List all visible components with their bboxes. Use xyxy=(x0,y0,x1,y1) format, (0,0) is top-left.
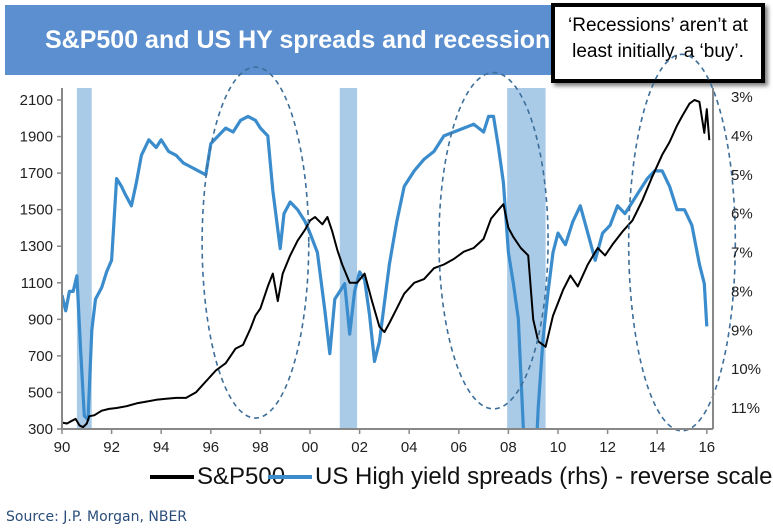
y-right-tick-label: 10% xyxy=(731,361,761,378)
y-right-tick-label: 7% xyxy=(731,245,753,262)
y-left-tick-label: 2100 xyxy=(20,92,53,109)
callout-line-2: least initially, a ‘buy’. xyxy=(572,41,744,62)
source-note: Source: J.P. Morgan, NBER xyxy=(6,509,188,525)
y-left-tick-label: 700 xyxy=(28,348,53,365)
x-tick-label: 12 xyxy=(599,439,616,456)
x-tick-label: 92 xyxy=(103,439,120,456)
y-left-tick-label: 1500 xyxy=(20,202,53,219)
highlight-ellipse-2 xyxy=(438,71,549,410)
y-left-tick-label: 500 xyxy=(28,384,53,401)
y-left-tick-label: 900 xyxy=(28,311,53,328)
x-tick-label: 02 xyxy=(351,439,368,456)
highlight-ellipses xyxy=(201,53,737,432)
legend-label-hy-spreads: US High yield spreads (rhs) - reverse sc… xyxy=(315,463,773,490)
x-tick-label: 00 xyxy=(302,439,319,456)
y-right-tick-label: 5% xyxy=(731,167,753,184)
series-lines xyxy=(62,99,711,429)
y-right-tick-label: 9% xyxy=(731,322,753,339)
x-tick-label: 06 xyxy=(450,439,467,456)
legend: S&P500 US High yield spreads (rhs) - rev… xyxy=(0,463,773,499)
legend-item-hy-spreads: US High yield spreads (rhs) - reverse sc… xyxy=(268,463,773,491)
legend-swatch-sp500 xyxy=(150,475,194,479)
callout-line-1: ‘Recessions’ aren’t at xyxy=(568,15,748,36)
y-right-tick-label: 8% xyxy=(731,283,753,300)
x-tick-label: 14 xyxy=(649,439,666,456)
y-right-tick-label: 4% xyxy=(731,128,753,145)
y-left-tick-label: 1100 xyxy=(21,275,53,292)
highlight-ellipse-3 xyxy=(627,53,737,432)
highlight-ellipse-1 xyxy=(201,66,310,419)
y-right-tick-label: 3% xyxy=(731,89,753,106)
axes: 300 500 700 900 1100 1300 1500 1700 1900 2100 3% 4%… xyxy=(20,88,761,456)
callout-box: ‘Recessions’ aren’t at least initially, … xyxy=(551,3,765,83)
y-right-tick-label: 11% xyxy=(731,400,760,417)
x-tick-label: 96 xyxy=(202,439,219,456)
chart-plot: 300 500 700 900 1100 1300 1500 1700 1900 2100 3% 4%… xyxy=(20,53,761,456)
x-tick-label: 16 xyxy=(698,439,715,456)
title-bar: S&P500 and US HY spreads and recessions xyxy=(5,5,564,75)
y-left-tick-label: 1300 xyxy=(20,238,53,255)
y-right-tick-label: 6% xyxy=(731,206,753,223)
y-left-tick-label: 1700 xyxy=(20,165,53,182)
x-tick-label: 04 xyxy=(401,439,418,456)
y-left-tick-label: 1900 xyxy=(20,129,53,146)
x-tick-label: 98 xyxy=(252,439,269,456)
series-line-hy-spreads xyxy=(62,114,709,429)
x-tick-label: 90 xyxy=(54,439,71,456)
x-tick-label: 10 xyxy=(550,439,567,456)
chart-title: S&P500 and US HY spreads and recessions xyxy=(45,26,565,54)
series-line-sp500 xyxy=(62,99,711,429)
x-tick-label: 94 xyxy=(153,439,170,456)
recession-bands xyxy=(76,88,546,429)
recession-band-2 xyxy=(339,88,358,429)
legend-item-sp500: S&P500 xyxy=(150,463,285,491)
legend-swatch-hy-spreads xyxy=(268,475,312,479)
x-tick-label: 08 xyxy=(500,439,517,456)
y-left-tick-label: 300 xyxy=(28,421,53,438)
